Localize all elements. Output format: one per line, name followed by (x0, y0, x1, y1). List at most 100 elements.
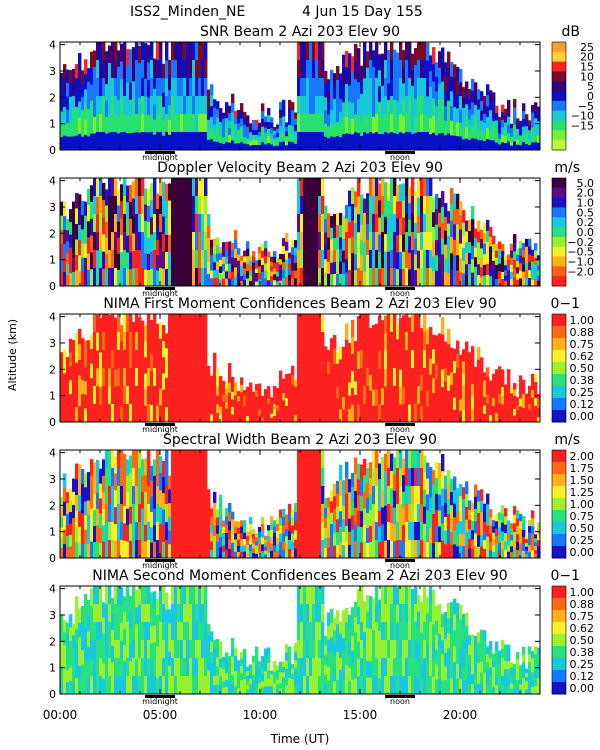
colorbar-swatch (552, 81, 566, 92)
colorbar-swatch (552, 130, 566, 141)
colorbar-swatch (552, 386, 566, 399)
colorbar-swatch (552, 61, 566, 72)
y-tick-label: 1 (49, 390, 56, 403)
colorbar-swatch (552, 646, 566, 659)
colorbar-swatch (552, 71, 566, 82)
colorbar-swatch (552, 682, 566, 695)
colorbar-label: 25 (580, 41, 594, 54)
time-marker-bar (385, 423, 415, 426)
colorbar-swatch (552, 187, 566, 199)
colorbar-label: −0.5 (567, 246, 594, 259)
colorbar-label: 0.62 (570, 350, 595, 363)
heatmap-image (60, 450, 540, 558)
colorbar-swatch (552, 658, 566, 671)
colorbar-swatch (552, 362, 566, 375)
panel-title: Doppler Velocity Beam 2 Azi 203 Elev 90 (157, 160, 443, 176)
colorbar-label: 1.00 (570, 314, 595, 327)
colorbar-label: −15 (571, 119, 594, 132)
x-tick-label: 15:00 (343, 708, 378, 722)
colorbar-label: 0.00 (570, 682, 595, 695)
time-marker-bar (145, 287, 175, 290)
y-axis-label: Altitude (km) (6, 319, 19, 391)
panel-5: NIMA Second Moment Confidences Beam 2 Az… (49, 568, 594, 706)
colorbar-swatch (552, 110, 566, 122)
time-marker-label: midnight (142, 561, 178, 570)
y-tick-label: 1 (49, 254, 56, 267)
colorbar-label: 0.00 (570, 410, 595, 423)
colorbar-swatch (552, 256, 566, 267)
colorbar-label: −2.0 (567, 265, 594, 278)
colorbar-label: 0.12 (570, 398, 595, 411)
time-marker-label: midnight (142, 425, 178, 434)
heatmap-image (60, 178, 540, 286)
time-marker-label: midnight (142, 153, 178, 162)
y-tick-label: 0 (49, 144, 56, 157)
time-marker-bar (145, 695, 175, 698)
colorbar: 1.000.880.750.620.500.380.250.120.00 (551, 585, 595, 695)
colorbar-swatch (552, 586, 566, 599)
y-tick-label: 3 (49, 65, 56, 78)
colorbar-swatch (552, 140, 566, 151)
time-marker-label: noon (390, 561, 410, 570)
y-tick-label: 3 (49, 337, 56, 350)
y-tick-label: 2 (49, 499, 56, 512)
colorbar-label: 2.00 (570, 450, 595, 463)
panel-2: Doppler Velocity Beam 2 Azi 203 Elev 90 m… (49, 160, 594, 298)
y-tick-label: 3 (49, 473, 56, 486)
colorbar-label: 0.25 (570, 658, 595, 671)
colorbar-label: −0.2 (567, 236, 594, 249)
panel-title: NIMA Second Moment Confidences Beam 2 Az… (92, 568, 507, 584)
colorbar-swatch (552, 410, 566, 423)
time-marker-label: noon (390, 425, 410, 434)
panel-unit: m/s (554, 432, 580, 448)
time-marker-label: midnight (142, 697, 178, 706)
colorbar-label: 0.88 (570, 326, 595, 339)
colorbar-swatch (552, 610, 566, 623)
colorbar-swatch (552, 398, 566, 411)
panel-1: SNR Beam 2 Azi 203 Elev 90 dB 0 1 2 3 4 midnigh… (49, 24, 594, 162)
colorbar-label: 0.50 (570, 634, 595, 647)
y-tick-label: 3 (49, 201, 56, 214)
colorbar-swatch (552, 598, 566, 611)
colorbar-swatch (552, 546, 566, 559)
colorbar-label: −1.0 (567, 255, 594, 268)
colorbar-label: 0.88 (570, 598, 595, 611)
colorbar-label: 0.25 (570, 386, 595, 399)
colorbar-label: 0.38 (570, 646, 595, 659)
colorbar-swatch (552, 474, 566, 487)
heatmap-image (60, 314, 540, 422)
x-tick-label: 05:00 (143, 708, 178, 722)
panel-4: Spectral Width Beam 2 Azi 203 Elev 90 m/s… (49, 432, 594, 570)
colorbar-swatch (552, 42, 566, 53)
colorbar-label: 0.00 (570, 546, 595, 559)
y-tick-label: 2 (49, 227, 56, 240)
colorbar-swatch (552, 207, 566, 218)
y-tick-label: 2 (49, 363, 56, 376)
colorbar: 1.000.880.750.620.500.380.250.120.00 (551, 313, 595, 423)
colorbar-swatch (552, 276, 566, 287)
colorbar-swatch (552, 670, 566, 683)
colorbar-swatch (552, 266, 566, 277)
y-tick-label: 2 (49, 635, 56, 648)
colorbar-label: 1.00 (570, 498, 595, 511)
colorbar-label: 1.0 (577, 197, 595, 210)
colorbar-label: 0.75 (570, 610, 595, 623)
y-tick-label: 0 (49, 416, 56, 429)
colorbar-swatch (552, 634, 566, 647)
panel-title: SNR Beam 2 Azi 203 Elev 90 (200, 24, 400, 40)
panel-title: Spectral Width Beam 2 Azi 203 Elev 90 (163, 432, 437, 448)
y-tick-label: 4 (49, 39, 56, 52)
y-tick-label: 2 (49, 91, 56, 104)
y-tick-label: 4 (49, 583, 56, 596)
colorbar: 2.001.751.501.251.000.750.500.250.00 (551, 449, 595, 559)
colorbar-label: 20 (580, 51, 594, 64)
colorbar-label: −5 (578, 100, 594, 113)
panel-unit: m/s (554, 160, 580, 176)
colorbar-swatch (552, 246, 566, 258)
panel-unit: 0−1 (550, 568, 580, 584)
x-tick-label: 10:00 (243, 708, 278, 722)
colorbar: 5.02.01.00.50.20.0−0.2−0.5−1.0−2.0 (551, 177, 595, 287)
panel-unit: 0−1 (550, 296, 580, 312)
time-marker-label: noon (390, 697, 410, 706)
